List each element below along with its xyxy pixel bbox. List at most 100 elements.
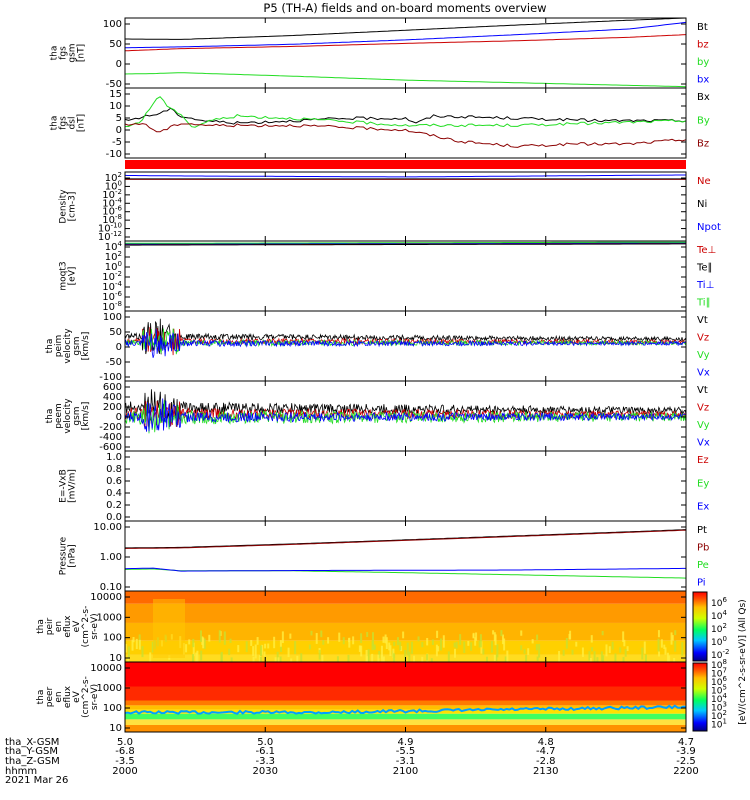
footer-row-label: tha_Z-GSM [5,756,60,767]
spectrogram-speck [588,651,591,661]
spectrogram-band [125,686,686,701]
spectrogram-speck [151,641,154,653]
spectrogram-speck [290,658,293,662]
spectrogram-speck [321,655,324,662]
footer-value: -5.5 [396,746,416,757]
spectrogram-speck [230,657,233,662]
spectrogram-speck [453,648,456,658]
legend-entry: Pi [697,578,706,589]
panel-9: 10000 1000 100 10 tha peir en eflux eV (cm^2-s-sr… [36,590,687,664]
footer-row-label: tha_X-GSM [5,737,59,748]
spectrogram-speck [590,635,593,643]
y-axis-label: Density [cm-3] [59,189,78,224]
y-tick-label: 1000 [97,612,122,623]
spectrogram-speck [287,647,290,658]
spectrogram-speck [657,638,660,652]
footer-value: 4.7 [678,737,694,748]
spectrogram-speck [501,634,504,645]
spectrogram-speck [430,658,433,662]
y-tick-label: 10 [109,723,122,734]
y-axis-label-line: eflux [63,615,73,638]
y-axis-label: E=-VxB [mV/m] [59,469,78,503]
spectrogram-speck [436,630,439,638]
y-axis-label-line: [km/s] [81,402,91,431]
spectrogram-speck [352,636,355,645]
spectrogram-speck [421,656,424,662]
spectrogram-speck [562,649,565,656]
footer-value: 5.0 [257,737,273,748]
y-tick-label: 10 [109,101,122,112]
footer-row-label: 2021 Mar 26 [5,775,68,786]
chart-title: P5 (TH-A) fields and on-board moments ov… [263,1,546,15]
spectrogram-speck [674,630,677,636]
spectrogram-speck [626,646,629,652]
y-tick-label: 10-12 [98,230,122,243]
spectrogram-speck [289,633,292,639]
spectrogram-speck [228,648,231,656]
footer-value: -3.3 [255,756,275,767]
spectrogram-speck [254,644,257,659]
y-axis-label-line: eflux [63,685,73,708]
spectrogram-speck [399,641,402,651]
spectrogram-ridge [125,704,686,715]
y-tick-label: 1.0 [106,452,122,463]
y-axis-label-line: tha [36,619,46,634]
spectrogram-speck [493,654,496,662]
spectrogram-speck [347,654,350,662]
series-Pi [125,567,686,572]
spectrogram-speck [250,639,253,646]
spectrogram-speck [202,637,205,649]
spectrogram-speck [478,640,481,648]
series-Bx [125,107,686,125]
footer-value: -3.1 [396,756,416,767]
y-tick-label: 10000 [90,663,122,674]
footer-value: 4.9 [398,737,414,748]
spectrogram-speck [320,630,323,638]
series-Bz [125,123,686,148]
legend-entry: Vy [697,350,710,361]
spectrogram-speck [536,656,539,661]
y-axis-label-line: (cm^2-s- [81,676,91,718]
legend-entry: Pt [697,525,707,536]
lines-1 [125,18,686,88]
spectrogram-speck [382,636,385,643]
y-tick-label: 10-10 [98,222,122,235]
spectrogram-speck [310,630,313,636]
spectrogram-speck [366,631,369,637]
y-axis-label-line: [eV] [68,267,78,286]
legend-entry: Ex [697,502,709,513]
panel-1: 100 50 0 -50 tha fgs gsm [nT] Bt bz by bx [50,17,709,90]
spectrogram-speck [263,651,266,657]
y-axis-label-line: gsm [72,336,82,355]
y-axis-label-line: [nT] [77,114,87,132]
series-bz [125,34,686,52]
spectrogram-speck [141,646,144,658]
spectrogram-speck [396,637,399,646]
series-Pb [125,529,686,549]
spectrogram-speck [191,654,194,662]
y-axis-label: tha fgs gsm [nT] [50,43,87,62]
spectrogram-speck [681,642,684,656]
spectrogram-speck [480,641,483,654]
spectrogram-speck [367,649,370,662]
y-tick-label: 400 [103,392,122,403]
spectrogram-speck [371,653,374,662]
spectrogram-speck [192,638,195,648]
spectrogram-speck [523,649,526,654]
y-tick-label: 15 [109,89,122,100]
spectrogram-speck [281,631,284,644]
spectrogram-speck [643,641,646,654]
spectrogram-speck [360,645,363,657]
legend-entry: Pe [697,560,709,571]
footer-row-label: tha_Y-GSM [5,746,58,757]
y-axis-label-line: [nPa] [68,544,78,567]
y-tick-label: 0 [116,59,122,70]
colorbar-tick: 102 [711,622,727,635]
spectrogram-speck [602,655,605,662]
spectrogram-speck [622,631,625,643]
spectrogram-speck [300,653,303,662]
colorbar-label: [eV/(cm^2-s-sr-eV)] (All Qs) [738,599,748,724]
spectrogram-speck [308,644,311,650]
legend-entry: Te∥ [696,263,713,274]
